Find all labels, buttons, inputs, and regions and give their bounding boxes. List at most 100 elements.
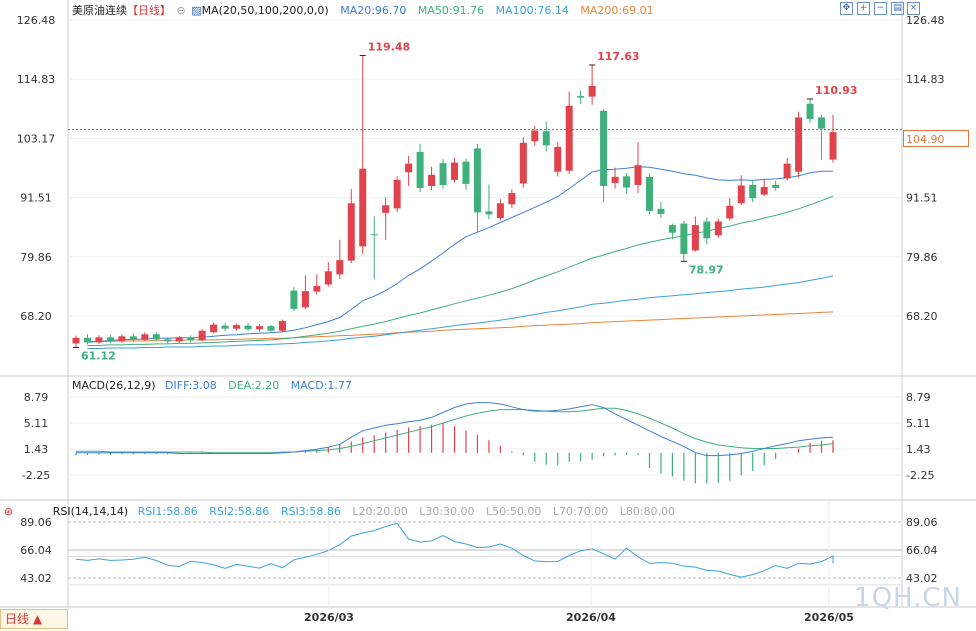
candle-body — [623, 176, 631, 188]
candle-body — [416, 151, 424, 189]
candle-body — [795, 117, 803, 172]
candle-body — [818, 117, 826, 129]
candle-body — [485, 211, 493, 215]
candle-body — [129, 336, 137, 340]
macd-tick-right: 5.11 — [906, 417, 931, 430]
high-label-1: 119.48 — [368, 41, 410, 54]
l30-value: L30:30.00 — [419, 505, 475, 518]
time-tick: 2026/04 — [566, 611, 616, 624]
candle-body — [164, 339, 172, 342]
price-tick-right: 114.83 — [906, 73, 945, 86]
candle-body — [141, 334, 149, 340]
candle-body — [267, 326, 275, 331]
candle-body — [290, 290, 298, 309]
refresh-icon[interactable]: ⊖ — [176, 4, 186, 17]
candle-body — [634, 165, 642, 185]
macd-header: MACD(26,12,9) DIFF:3.08 DEA:2.20 MACD:1.… — [72, 379, 352, 392]
macd-tick-left: 5.11 — [24, 417, 49, 430]
period-tab[interactable]: 日线 ▲ — [0, 609, 68, 629]
settings-icon[interactable]: ▤ — [891, 2, 904, 15]
rsi2-value: RSI2:58.86 — [209, 505, 270, 518]
candle-body — [703, 221, 711, 239]
zoom-in-icon[interactable]: + — [857, 2, 870, 15]
candle-body — [382, 205, 390, 213]
rsi-params[interactable]: RSI(14,14,14) — [52, 505, 129, 518]
l70-value: L70:70.00 — [552, 505, 609, 518]
price-tick-left: 114.83 — [17, 73, 56, 86]
candle-body — [451, 162, 458, 180]
symbol-name: 美原油连续 — [72, 4, 127, 17]
candle-body — [439, 163, 447, 185]
macd-params[interactable]: MACD(26,12,9) — [72, 379, 156, 392]
candle-body — [244, 325, 252, 330]
current-price-label: 104.90 — [903, 130, 969, 147]
candle-body — [680, 223, 688, 255]
close-icon[interactable]: × — [907, 2, 920, 15]
rsi-tick-right: 66.04 — [906, 544, 938, 557]
candle-body — [531, 130, 539, 142]
rsi-settings-icon[interactable]: ⊛ — [4, 505, 14, 518]
candle-body — [95, 337, 103, 343]
ma20-value: MA20:96.70 — [340, 4, 407, 17]
l50-value: L50:50.00 — [486, 505, 542, 518]
candle-body — [668, 225, 676, 233]
dea-value: DEA:2.20 — [228, 379, 280, 392]
rsi-tick-left: 89.06 — [20, 516, 52, 529]
candle-body — [347, 203, 355, 261]
candle-body — [210, 324, 218, 333]
candle-body — [508, 193, 516, 205]
macd-tick-right: 1.43 — [906, 443, 931, 456]
low-label-1: 78.97 — [689, 263, 724, 276]
candle-body — [301, 291, 309, 308]
macd-tick-left: 8.79 — [24, 391, 49, 404]
candle-body — [106, 337, 114, 342]
candle-body — [496, 203, 504, 218]
rsi1-value: RSI1:58.86 — [137, 505, 198, 518]
rsi-header: ⊛ RSI(14,14,14) RSI1:58.86 RSI2:58.86 RS… — [4, 505, 675, 518]
price-tick-left: 91.51 — [20, 192, 52, 205]
candle-body — [278, 321, 286, 331]
candle-body — [588, 85, 596, 97]
price-tick-right: 68.20 — [906, 310, 938, 323]
candle-body — [359, 168, 367, 247]
ma100-value: MA100:76.14 — [495, 4, 569, 17]
rsi-line — [75, 522, 834, 578]
candle-body — [393, 179, 401, 209]
price-tick-right: 79.86 — [906, 251, 938, 264]
candle-body — [645, 176, 653, 211]
price-tick-right: 126.48 — [906, 14, 945, 27]
rsi-tick-left: 66.04 — [20, 544, 52, 557]
candle-body — [519, 142, 527, 184]
dea-line — [76, 407, 834, 454]
diff-line — [76, 402, 834, 457]
fullscreen-icon[interactable]: ✥ — [840, 2, 853, 15]
period-label[interactable]: 【日线】 — [127, 4, 171, 17]
ma50-value: MA50:91.76 — [417, 4, 485, 17]
candle-body — [336, 260, 344, 275]
macd-tick-right: -2.25 — [906, 469, 934, 482]
candle-body — [152, 334, 160, 340]
candle-body — [783, 163, 791, 179]
candle-body — [600, 110, 608, 186]
zoom-out-icon[interactable]: − — [874, 2, 887, 15]
candle-body — [772, 184, 780, 189]
watermark: 1QH.CN — [854, 583, 962, 613]
ma200-value: MA200:69.01 — [580, 4, 654, 17]
candle-body — [542, 131, 550, 146]
ma-params[interactable]: MA(20,50,100,200,0,0) — [201, 4, 329, 17]
candle-body — [324, 271, 332, 285]
candle-body — [405, 163, 413, 173]
candle-body — [256, 326, 264, 330]
l20-value: L20:20.00 — [352, 505, 408, 518]
ma-params-icon[interactable]: ▨ — [191, 4, 202, 17]
high-label-2: 117.63 — [597, 50, 639, 63]
candle-body — [691, 225, 699, 251]
candle-body — [657, 208, 665, 214]
candle-body — [611, 176, 619, 183]
low-label-start: 61.12 — [81, 349, 116, 362]
candle-body — [83, 337, 91, 343]
diff-value: DIFF:3.08 — [165, 379, 217, 392]
candle-body — [760, 186, 768, 195]
candle-body — [806, 103, 814, 119]
